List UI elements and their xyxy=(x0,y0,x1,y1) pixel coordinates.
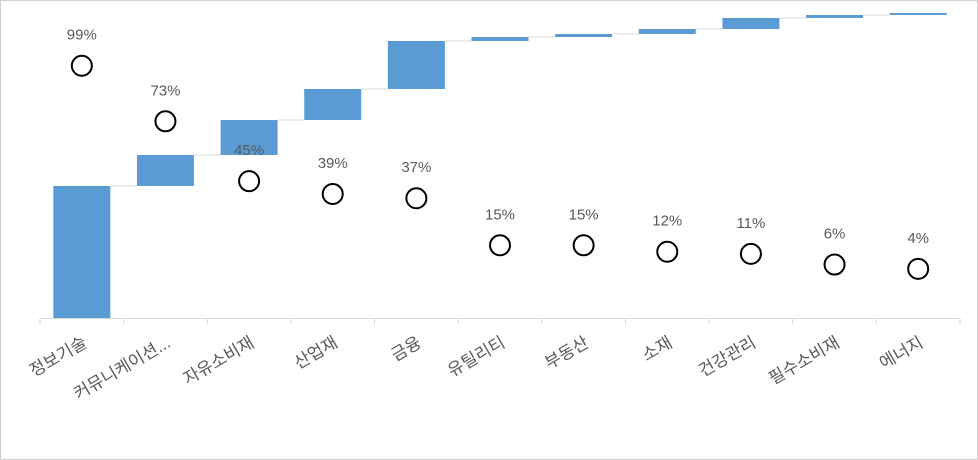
marker xyxy=(321,183,344,205)
bar xyxy=(889,13,947,15)
bar xyxy=(471,37,529,41)
marker xyxy=(739,242,762,265)
bar xyxy=(387,41,445,89)
marker xyxy=(572,234,595,257)
marker xyxy=(405,187,428,210)
bar xyxy=(806,15,864,18)
data-label: 45% xyxy=(234,142,264,159)
bar xyxy=(53,186,111,318)
data-label: 4% xyxy=(907,230,929,247)
marker xyxy=(907,257,930,280)
bar xyxy=(555,34,613,37)
marker xyxy=(70,54,93,77)
marker xyxy=(823,253,846,276)
bar xyxy=(220,120,278,155)
data-label: 11% xyxy=(736,215,765,232)
data-label: 39% xyxy=(318,155,348,172)
bar xyxy=(304,89,362,120)
data-label: 37% xyxy=(401,159,431,176)
marker xyxy=(489,234,511,257)
data-label: 6% xyxy=(824,226,846,243)
data-label: 73% xyxy=(150,82,180,99)
bar xyxy=(722,18,780,29)
marker xyxy=(656,240,679,263)
bar xyxy=(638,29,696,34)
marker xyxy=(238,170,261,193)
data-label: 15% xyxy=(485,206,515,223)
data-label: 99% xyxy=(67,27,97,44)
bar xyxy=(136,155,194,186)
data-label: 12% xyxy=(652,213,682,230)
data-label: 15% xyxy=(569,206,599,223)
marker xyxy=(154,110,177,133)
